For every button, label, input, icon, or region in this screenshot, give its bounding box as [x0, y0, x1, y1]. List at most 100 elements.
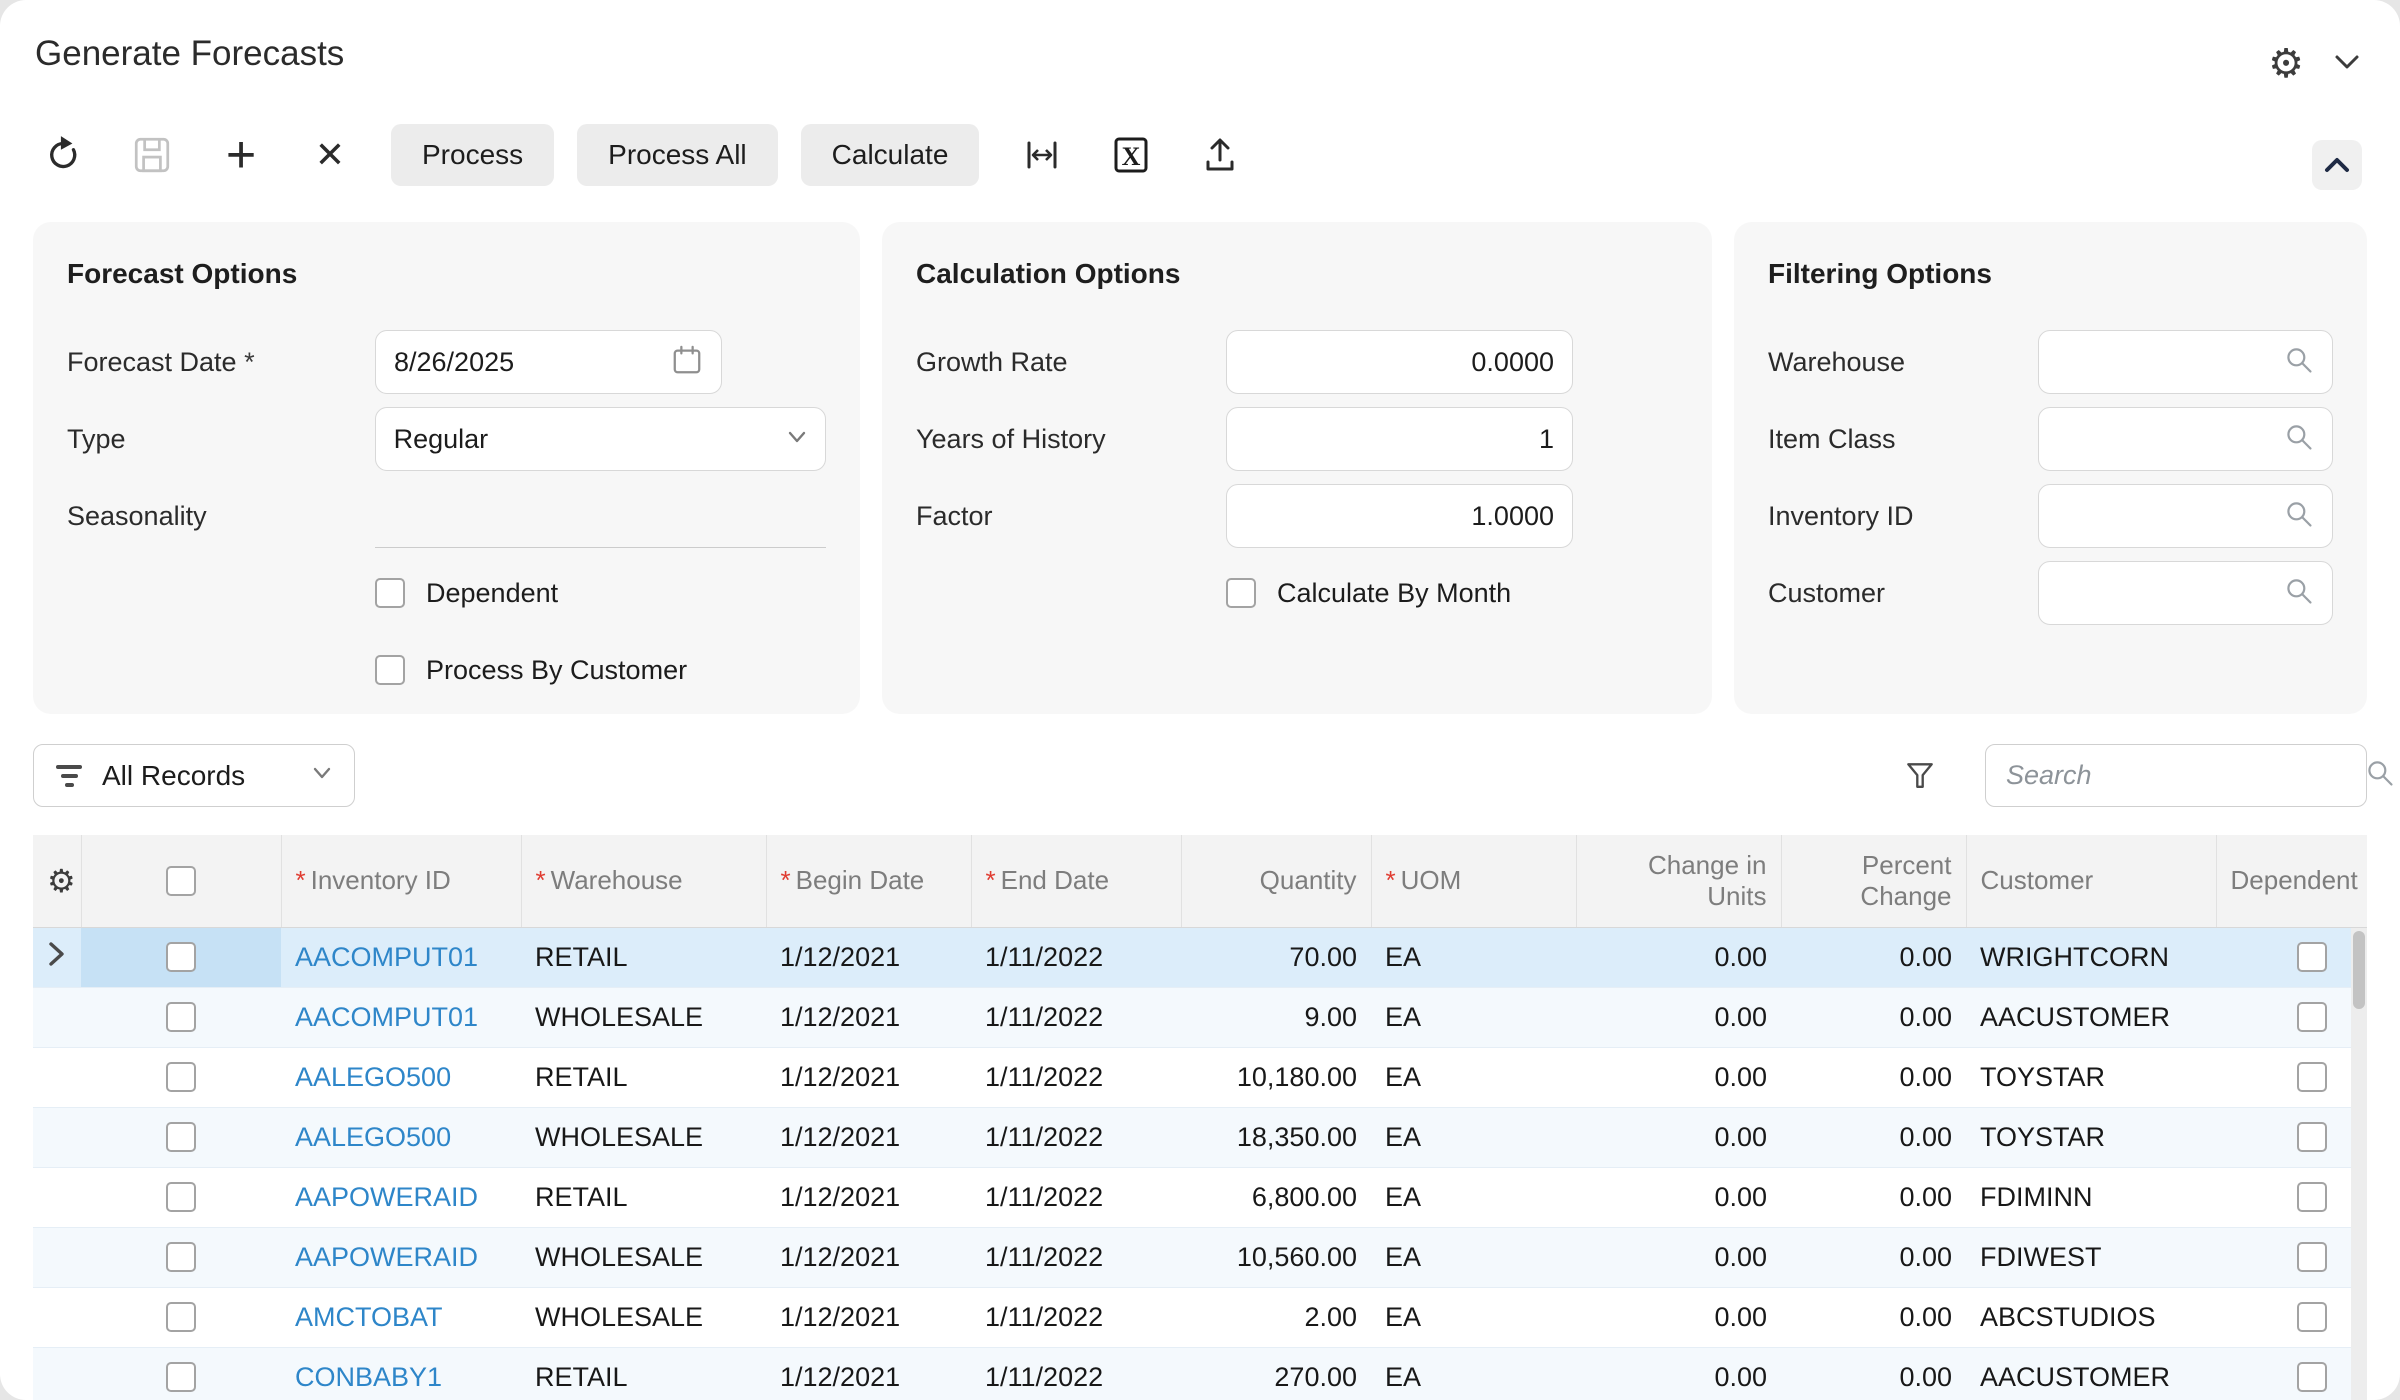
- column-header-inventory_id[interactable]: *Inventory ID: [281, 835, 521, 927]
- process-by-customer-option[interactable]: Process By Customer: [375, 638, 826, 702]
- cell-uom[interactable]: EA: [1371, 1227, 1576, 1287]
- dependent-row-checkbox[interactable]: [2297, 1182, 2327, 1212]
- column-settings-button[interactable]: ⚙: [33, 835, 81, 927]
- cell-change_in_units[interactable]: 0.00: [1576, 1227, 1781, 1287]
- item-class-lookup-field[interactable]: [2038, 407, 2333, 471]
- save-button-disabled[interactable]: [124, 127, 180, 183]
- cell-warehouse[interactable]: WHOLESALE: [521, 1287, 766, 1347]
- cell-dependent[interactable]: [2216, 1347, 2367, 1400]
- cell-quantity[interactable]: 10,560.00: [1181, 1227, 1371, 1287]
- warehouse-search-icon[interactable]: [2284, 345, 2314, 380]
- cell-dependent[interactable]: [2216, 927, 2367, 987]
- cell-uom[interactable]: EA: [1371, 1347, 1576, 1400]
- column-header-end_date[interactable]: *End Date: [971, 835, 1181, 927]
- cell-end_date[interactable]: 1/11/2022: [971, 1047, 1181, 1107]
- column-header-quantity[interactable]: Quantity: [1181, 835, 1371, 927]
- row-select-checkbox[interactable]: [166, 1302, 196, 1332]
- cell-change_in_units[interactable]: 0.00: [1576, 1047, 1781, 1107]
- cell-inventory_id[interactable]: AMCTOBAT: [281, 1287, 521, 1347]
- grid-vertical-scrollbar[interactable]: [2351, 928, 2367, 1400]
- calculate-button[interactable]: Calculate: [801, 124, 980, 186]
- customer-lookup-field[interactable]: [2038, 561, 2333, 625]
- cell-uom[interactable]: EA: [1371, 927, 1576, 987]
- cell-begin_date[interactable]: 1/12/2021: [766, 1347, 971, 1400]
- cell-warehouse[interactable]: RETAIL: [521, 1347, 766, 1400]
- process-button[interactable]: Process: [391, 124, 554, 186]
- cell-begin_date[interactable]: 1/12/2021: [766, 1227, 971, 1287]
- cell-uom[interactable]: EA: [1371, 987, 1576, 1047]
- grid-search-icon[interactable]: [2365, 758, 2395, 793]
- dependent-row-checkbox[interactable]: [2297, 942, 2327, 972]
- cell-quantity[interactable]: 70.00: [1181, 927, 1371, 987]
- cell-warehouse[interactable]: RETAIL: [521, 927, 766, 987]
- inventory-id-search-icon[interactable]: [2284, 499, 2314, 534]
- records-filter-dropdown[interactable]: All Records: [33, 744, 355, 807]
- cell-customer[interactable]: WRIGHTCORN: [1966, 927, 2216, 987]
- row-select-checkbox[interactable]: [166, 1362, 196, 1392]
- cell-dependent[interactable]: [2216, 1047, 2367, 1107]
- cell-change_in_units[interactable]: 0.00: [1576, 927, 1781, 987]
- cell-percent_change[interactable]: 0.00: [1781, 1347, 1966, 1400]
- cell-inventory_id[interactable]: CONBABY1: [281, 1347, 521, 1400]
- cell-change_in_units[interactable]: 0.00: [1576, 1167, 1781, 1227]
- dependent-row-checkbox[interactable]: [2297, 1122, 2327, 1152]
- calendar-icon[interactable]: [671, 344, 703, 381]
- inventory-id-lookup-input[interactable]: [2057, 485, 2284, 547]
- cell-warehouse[interactable]: WHOLESALE: [521, 1227, 766, 1287]
- cell-customer[interactable]: TOYSTAR: [1966, 1047, 2216, 1107]
- grid-scrollbar-thumb[interactable]: [2353, 931, 2365, 1009]
- factor-field[interactable]: [1226, 484, 1573, 548]
- cell-quantity[interactable]: 6,800.00: [1181, 1167, 1371, 1227]
- row-select-checkbox[interactable]: [166, 1242, 196, 1272]
- cell-dependent[interactable]: [2216, 1227, 2367, 1287]
- row-select-checkbox[interactable]: [166, 942, 196, 972]
- cell-percent_change[interactable]: 0.00: [1781, 927, 1966, 987]
- cell-uom[interactable]: EA: [1371, 1047, 1576, 1107]
- item-class-lookup-input[interactable]: [2057, 408, 2284, 470]
- cell-inventory_id[interactable]: AAPOWERAID: [281, 1227, 521, 1287]
- cell-warehouse[interactable]: RETAIL: [521, 1047, 766, 1107]
- years-of-history-field[interactable]: [1226, 407, 1573, 471]
- cell-percent_change[interactable]: 0.00: [1781, 987, 1966, 1047]
- cell-change_in_units[interactable]: 0.00: [1576, 1107, 1781, 1167]
- cell-warehouse[interactable]: WHOLESALE: [521, 1107, 766, 1167]
- cell-customer[interactable]: TOYSTAR: [1966, 1107, 2216, 1167]
- cell-begin_date[interactable]: 1/12/2021: [766, 1047, 971, 1107]
- grid-search-input[interactable]: [2006, 760, 2365, 791]
- growth-rate-input[interactable]: [1245, 331, 1554, 393]
- cell-inventory_id[interactable]: AACOMPUT01: [281, 927, 521, 987]
- cell-end_date[interactable]: 1/11/2022: [971, 1107, 1181, 1167]
- column-header-customer[interactable]: Customer: [1966, 835, 2216, 927]
- cell-warehouse[interactable]: WHOLESALE: [521, 987, 766, 1047]
- cell-customer[interactable]: FDIMINN: [1966, 1167, 2216, 1227]
- cell-quantity[interactable]: 2.00: [1181, 1287, 1371, 1347]
- dependent-row-checkbox[interactable]: [2297, 1062, 2327, 1092]
- cell-end_date[interactable]: 1/11/2022: [971, 1227, 1181, 1287]
- type-chevron-down-icon[interactable]: [787, 430, 807, 449]
- type-dropdown-value[interactable]: [394, 408, 787, 470]
- inventory-id-lookup-field[interactable]: [2038, 484, 2333, 548]
- cell-end_date[interactable]: 1/11/2022: [971, 1287, 1181, 1347]
- row-select-checkbox[interactable]: [166, 1062, 196, 1092]
- forecast-date-field[interactable]: [375, 330, 722, 394]
- export-to-excel-icon[interactable]: X: [1103, 127, 1159, 183]
- cell-quantity[interactable]: 270.00: [1181, 1347, 1371, 1400]
- refresh-button[interactable]: [35, 127, 91, 183]
- cell-percent_change[interactable]: 0.00: [1781, 1227, 1966, 1287]
- forecast-date-input[interactable]: [394, 331, 671, 393]
- process-by-customer-checkbox[interactable]: [375, 655, 405, 685]
- column-header-percent_change[interactable]: Percent Change: [1781, 835, 1966, 927]
- cell-percent_change[interactable]: 0.00: [1781, 1107, 1966, 1167]
- calculate-by-month-checkbox[interactable]: [1226, 578, 1256, 608]
- dependent-checkbox[interactable]: [375, 578, 405, 608]
- select-all-checkbox[interactable]: [166, 866, 196, 896]
- cell-warehouse[interactable]: RETAIL: [521, 1167, 766, 1227]
- column-header-warehouse[interactable]: *Warehouse: [521, 835, 766, 927]
- cell-customer[interactable]: FDIWEST: [1966, 1227, 2216, 1287]
- filter-funnel-icon[interactable]: [1898, 754, 1942, 798]
- cell-uom[interactable]: EA: [1371, 1287, 1576, 1347]
- cell-percent_change[interactable]: 0.00: [1781, 1047, 1966, 1107]
- dependent-row-checkbox[interactable]: [2297, 1002, 2327, 1032]
- cell-end_date[interactable]: 1/11/2022: [971, 987, 1181, 1047]
- type-dropdown[interactable]: [375, 407, 826, 471]
